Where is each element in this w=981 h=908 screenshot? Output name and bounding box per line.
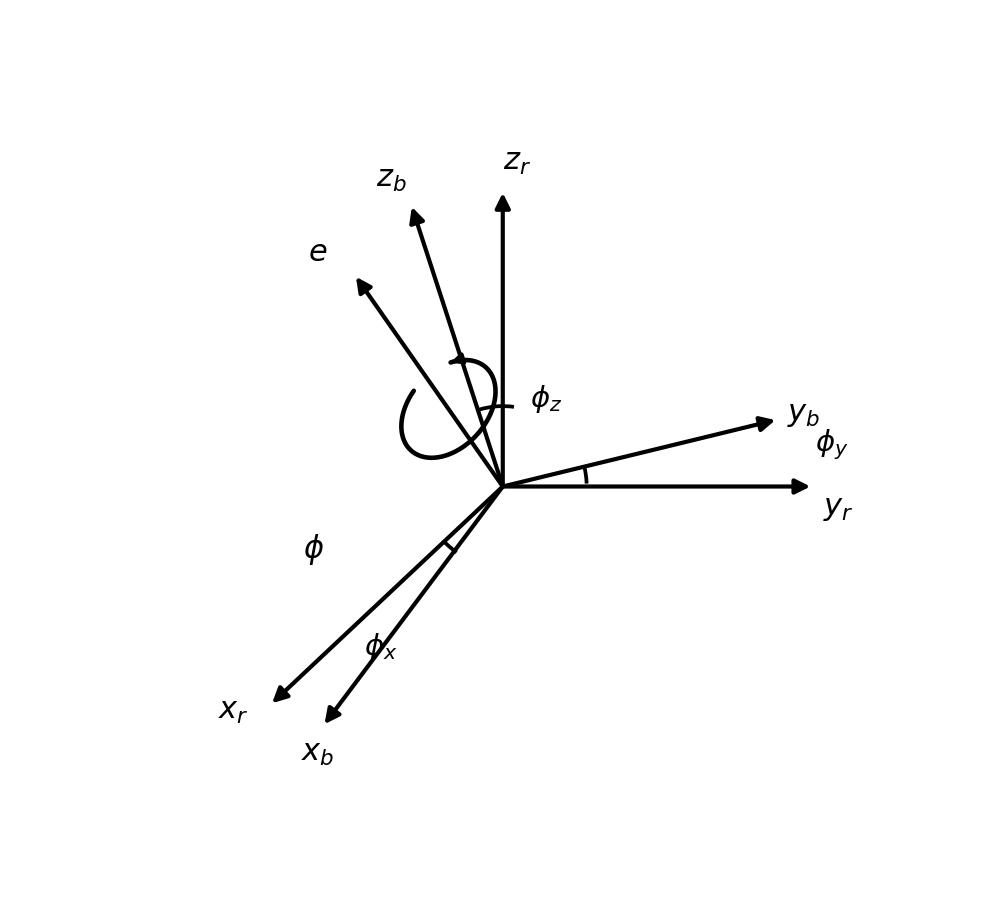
Text: $\phi_x$: $\phi_x$ bbox=[364, 631, 397, 664]
Text: $y_b$: $y_b$ bbox=[787, 398, 820, 429]
Text: $y_r$: $y_r$ bbox=[823, 492, 853, 523]
Text: $x_r$: $x_r$ bbox=[218, 695, 249, 725]
Text: $\phi_y$: $\phi_y$ bbox=[814, 428, 849, 462]
Text: $x_b$: $x_b$ bbox=[301, 736, 335, 767]
Text: $\phi$: $\phi$ bbox=[303, 532, 325, 567]
Text: $e$: $e$ bbox=[308, 237, 328, 268]
Text: $z_b$: $z_b$ bbox=[376, 163, 406, 194]
Text: $\phi_z$: $\phi_z$ bbox=[530, 383, 562, 415]
Text: $z_r$: $z_r$ bbox=[502, 146, 531, 177]
